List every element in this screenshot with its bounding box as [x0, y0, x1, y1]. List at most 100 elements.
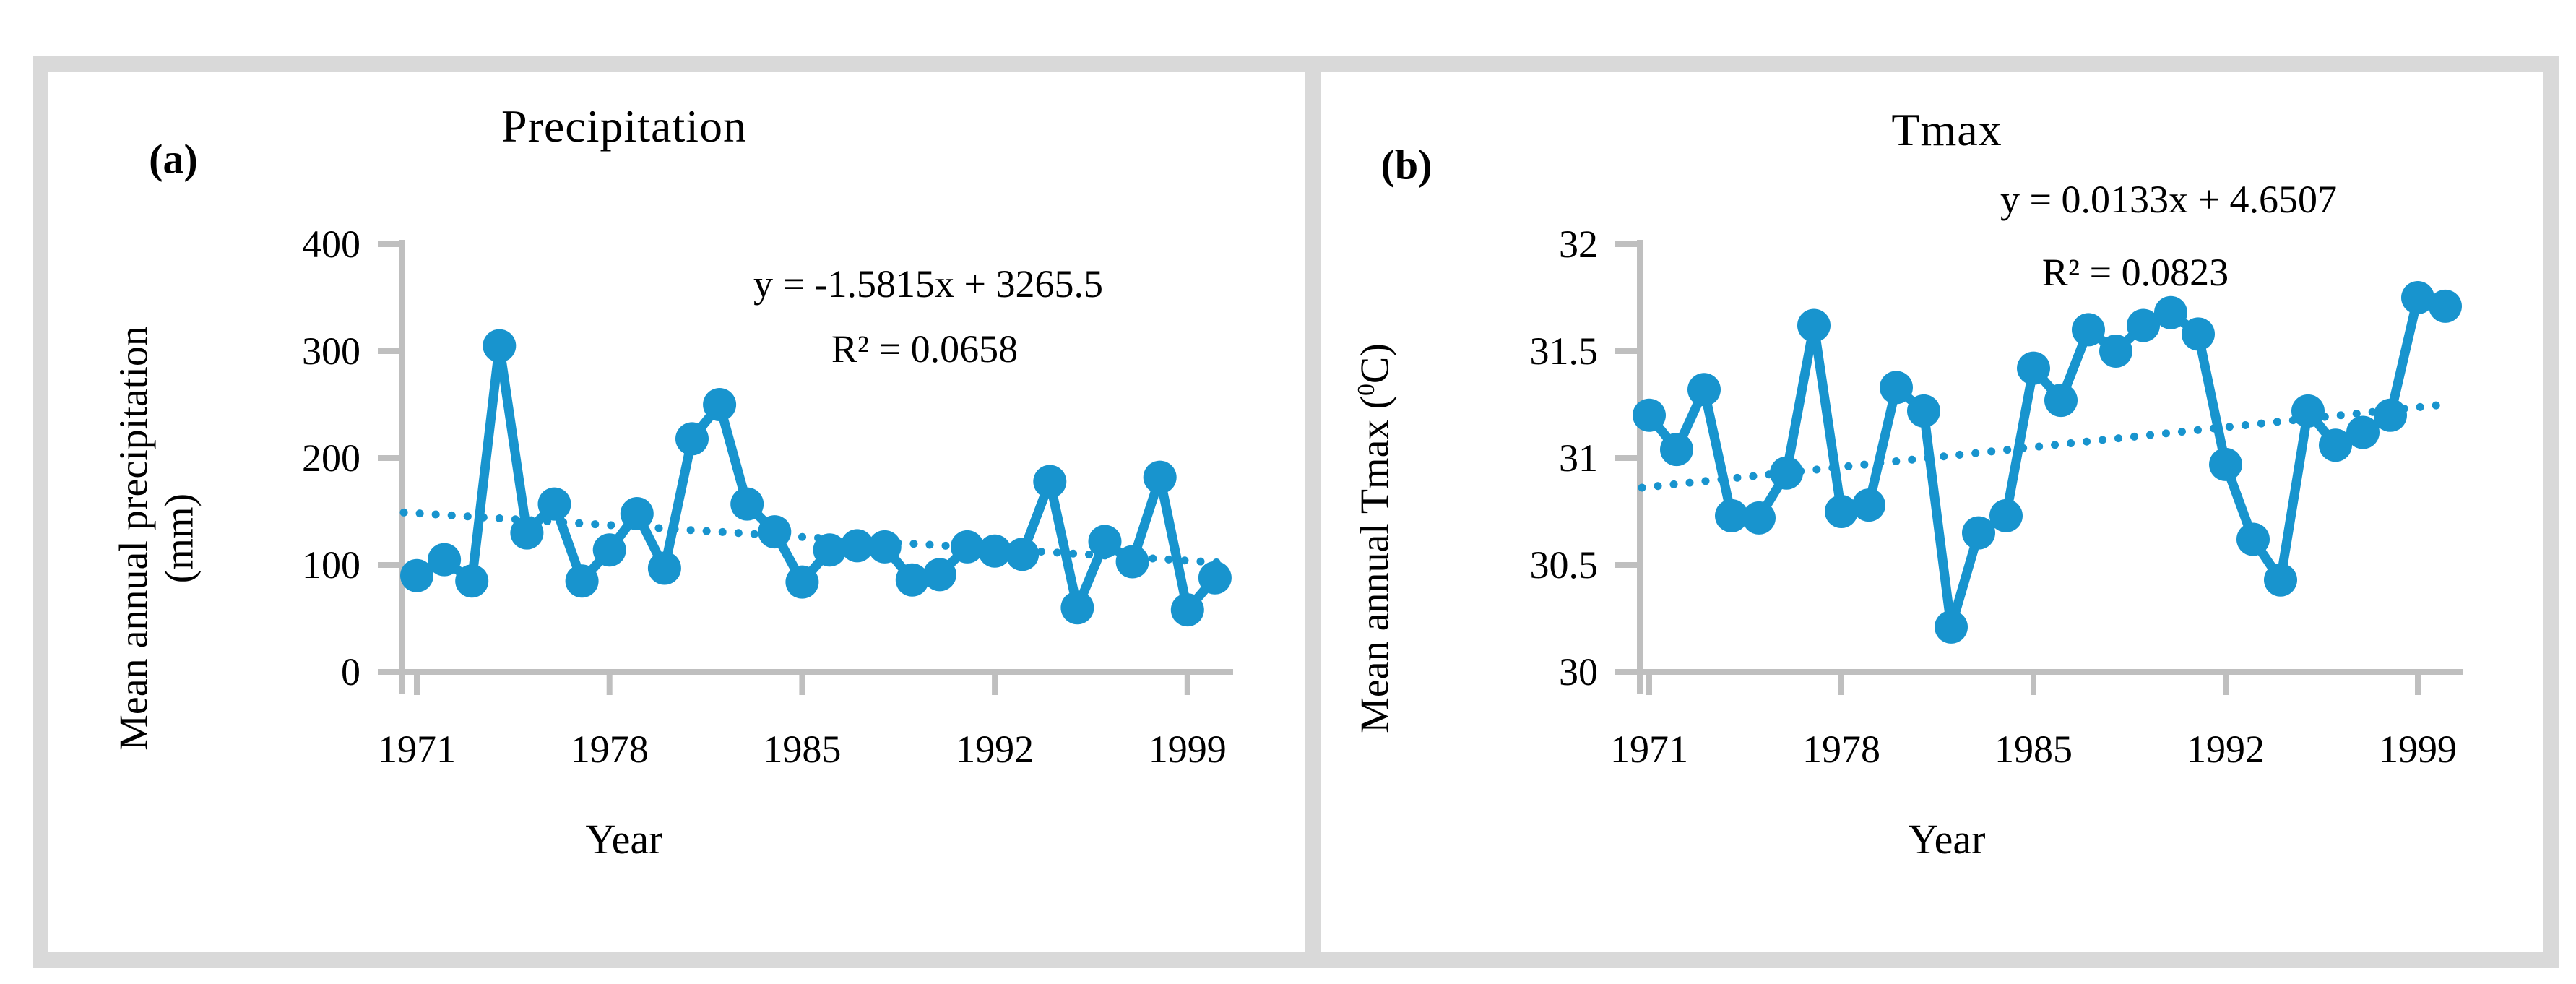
figure-frame: 0 100 200 300 400 1971 1978 1985 1992 1999 (a) Pr…: [33, 56, 2559, 968]
data-point-marker: [2127, 308, 2160, 342]
data-point-marker: [2209, 447, 2242, 481]
data-series-line: [412, 341, 1220, 615]
y-axis-title-post: C): [1352, 343, 1398, 384]
data-point-marker: [2264, 563, 2297, 597]
y-tick-label: 300: [302, 329, 360, 373]
data-point-marker: [1962, 516, 1995, 550]
x-tick-label: 1971: [378, 728, 456, 771]
data-point-marker: [2374, 398, 2407, 432]
chart-title-precipitation: Precipitation: [501, 100, 748, 152]
data-point-marker: [455, 564, 489, 598]
y-axis-title-line1: Mean annual precipitation: [111, 326, 157, 751]
data-point-marker: [1880, 371, 1913, 405]
data-point-marker: [1633, 398, 1666, 432]
data-point-marker: [2401, 281, 2434, 314]
x-tick-label: 1992: [956, 728, 1034, 771]
data-point-marker: [895, 563, 929, 597]
data-point-marker: [2291, 394, 2325, 428]
data-point-marker: [1770, 456, 1803, 490]
data-point-marker: [2319, 428, 2352, 462]
data-point-marker: [1033, 465, 1067, 499]
data-point-marker: [840, 529, 874, 563]
data-point-marker: [2154, 295, 2187, 329]
tmax-line-chart: 30 30.5 31 31.5 32 1971 1978 1985 1992 1999: [1530, 223, 2463, 771]
x-tick-label: 1992: [2187, 728, 2265, 771]
panel-label-b: (b): [1380, 141, 1432, 189]
y-tick-label: 30: [1559, 650, 1598, 694]
data-point-marker: [400, 558, 433, 592]
data-point-marker: [565, 564, 599, 598]
data-series-line: [1644, 293, 2450, 632]
y-tick-label: 200: [302, 436, 360, 480]
trend-line: [399, 508, 1229, 567]
data-point-marker: [730, 487, 764, 521]
precipitation-line-chart: 0 100 200 300 400 1971 1978 1985 1992 1999: [302, 223, 1233, 771]
chart-title-tmax: Tmax: [1891, 104, 2002, 155]
data-point-marker: [620, 496, 654, 530]
data-point-marker: [2236, 522, 2270, 556]
y-tick-label: 400: [302, 223, 360, 266]
data-point-marker: [1143, 460, 1177, 494]
data-point-marker: [1198, 561, 1232, 595]
data-point-marker: [675, 422, 709, 456]
y-tick-label: 31: [1559, 436, 1598, 480]
data-point-marker: [1687, 373, 1721, 407]
data-point-marker: [1115, 545, 1149, 579]
y-axis-title-pre: Mean annual Tmax (: [1352, 395, 1398, 733]
x-tick-label: 1971: [1610, 728, 1688, 771]
data-point-marker: [1006, 538, 1040, 571]
panel-label-a: (a): [149, 135, 198, 183]
data-point-marker: [1170, 593, 1204, 627]
data-point-marker: [951, 530, 984, 564]
x-tick-label: 1985: [763, 728, 841, 771]
data-point-marker: [1797, 308, 1831, 342]
x-tick-label: 1978: [571, 728, 649, 771]
data-point-marker: [510, 516, 544, 550]
y-tick-label: 32: [1559, 223, 1598, 266]
y-tick-label: 31.5: [1530, 329, 1599, 373]
data-point-marker: [1715, 499, 1748, 532]
x-axis-title-precipitation: Year: [585, 816, 663, 863]
x-tick-label: 1985: [1994, 728, 2073, 771]
data-point-marker: [922, 558, 956, 592]
data-point-marker: [1907, 394, 1940, 428]
data-point-marker: [428, 543, 462, 577]
data-point-marker: [1825, 495, 1858, 528]
trend-equation-b: y = 0.0133x + 4.6507: [2000, 178, 2337, 221]
data-point-marker: [868, 530, 902, 564]
trend-equation-a: y = -1.5815x + 3265.5: [753, 262, 1103, 306]
y-tick-label: 100: [302, 543, 360, 587]
data-point-marker: [2072, 313, 2105, 347]
data-point-marker: [703, 388, 737, 421]
data-point-marker: [537, 487, 571, 521]
data-point-marker: [2346, 415, 2380, 449]
data-point-marker: [2099, 335, 2132, 368]
data-point-marker: [592, 533, 626, 567]
panel-tmax: 30 30.5 31 31.5 32 1971 1978 1985 1992 1999 (b) T…: [1321, 72, 2543, 952]
data-point-marker: [978, 534, 1012, 568]
y-axis-title-sup: 0: [1352, 384, 1380, 396]
data-point-marker: [483, 329, 517, 363]
x-tick-label: 1999: [2379, 728, 2457, 771]
data-point-marker: [2017, 351, 2050, 385]
x-tick-label: 1978: [1802, 728, 1880, 771]
data-point-marker: [1088, 525, 1122, 558]
data-point-marker: [1660, 433, 1693, 467]
data-point-marker: [1852, 488, 1885, 522]
data-point-marker: [1989, 499, 2023, 532]
r-squared-a: R² = 0.0658: [831, 327, 1019, 371]
x-axis-title-tmax: Year: [1908, 816, 1986, 863]
r-squared-b: R² = 0.0823: [2041, 251, 2229, 294]
data-point-marker: [2044, 384, 2078, 418]
data-point-marker: [1060, 591, 1094, 625]
data-point-marker: [758, 515, 792, 549]
data-point-marker: [1935, 610, 1968, 644]
data-point-marker: [813, 533, 847, 567]
y-axis-title-tmax: Mean annual Tmax (0C): [1353, 343, 1399, 733]
data-point-marker: [1742, 501, 1776, 535]
data-point-marker: [647, 551, 681, 585]
y-axis-title-line2: (mm): [157, 493, 202, 584]
x-tick-label: 1999: [1149, 728, 1227, 771]
y-tick-label: 0: [341, 650, 360, 694]
